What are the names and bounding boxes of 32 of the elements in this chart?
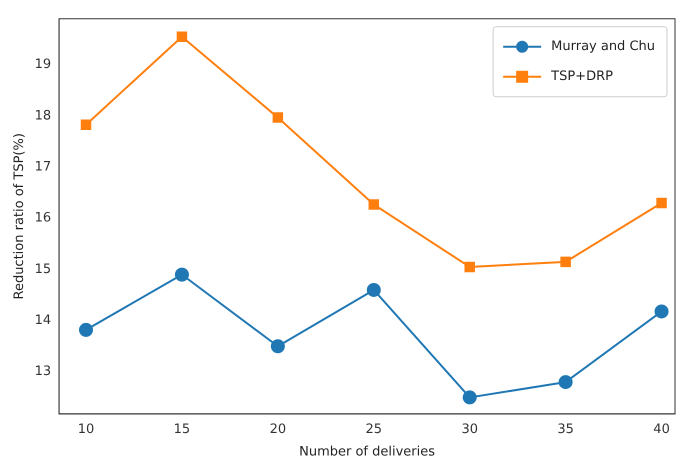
x-tick-label: 10	[78, 422, 94, 437]
point	[656, 198, 667, 208]
point	[79, 322, 93, 337]
x-axis-title: Number of deliveries	[299, 444, 436, 460]
x-tick-label: 35	[557, 422, 574, 437]
point	[654, 304, 669, 318]
point	[462, 390, 477, 404]
point	[558, 375, 573, 390]
point	[80, 119, 92, 130]
point	[366, 282, 381, 297]
point	[464, 262, 475, 272]
y-tick-label: 16	[34, 210, 52, 226]
point	[270, 339, 285, 354]
y-tick-label: 18	[34, 108, 52, 124]
point	[174, 268, 189, 282]
legend-label: TSP+DRP	[550, 69, 614, 84]
x-tick-label: 25	[366, 422, 382, 437]
y-tick-label: 14	[34, 313, 52, 328]
y-tick-label: 13	[34, 364, 52, 380]
y-tick-label: 15	[34, 262, 52, 277]
x-tick-label: 30	[461, 422, 478, 437]
point	[368, 199, 380, 210]
point	[272, 112, 284, 123]
legend-label: Murray and Chu	[551, 39, 656, 54]
x-tick-label: 15	[174, 422, 190, 437]
point	[176, 31, 188, 42]
y-tick-label: 17	[34, 160, 52, 175]
y-tick-label: 19	[34, 57, 52, 72]
x-tick-label: 20	[270, 422, 286, 437]
x-tick-label: 40	[653, 422, 670, 437]
y-axis-title: Reduction ratio of TSP(%)	[12, 133, 28, 300]
point	[560, 256, 571, 268]
